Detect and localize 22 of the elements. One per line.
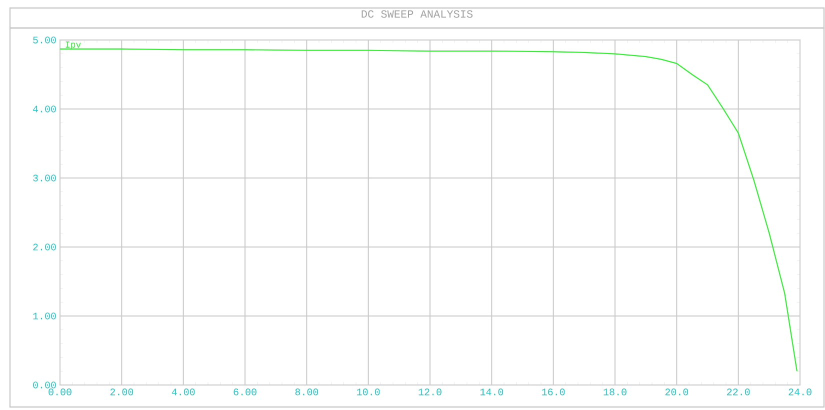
x-tick-label: 12.0 — [418, 388, 442, 396]
x-tick-label: 16.0 — [542, 388, 565, 396]
x-tick-label: 4.00 — [172, 388, 195, 396]
x-tick-label: 2.00 — [110, 388, 134, 396]
x-tick-label: 24.0 — [788, 388, 812, 396]
y-tick-label: 0.00 — [33, 382, 56, 388]
series-label: Ipv — [66, 42, 81, 50]
x-tick-label: 14.0 — [480, 388, 504, 396]
x-tick-label: 0.00 — [48, 388, 72, 396]
y-tick-label: 5.00 — [33, 36, 56, 44]
y-tick-label: 4.00 — [32, 106, 56, 112]
y-tick-label: 1.00 — [33, 312, 56, 320]
y-tick-label: 2.00 — [33, 244, 56, 250]
x-tick-label: 8.00 — [295, 388, 318, 396]
x-tick-label: 10.0 — [357, 388, 380, 396]
x-tick-label: 18.0 — [604, 388, 626, 396]
x-tick-label: 22.0 — [727, 388, 750, 396]
line-series — [59, 48, 798, 372]
x-tick-label: 6.00 — [234, 388, 256, 396]
chart-title: DC SWEEP ANALYSIS — [362, 10, 473, 18]
y-tick-label: 3.00 — [33, 174, 56, 182]
x-tick-label: 20.0 — [665, 388, 688, 396]
